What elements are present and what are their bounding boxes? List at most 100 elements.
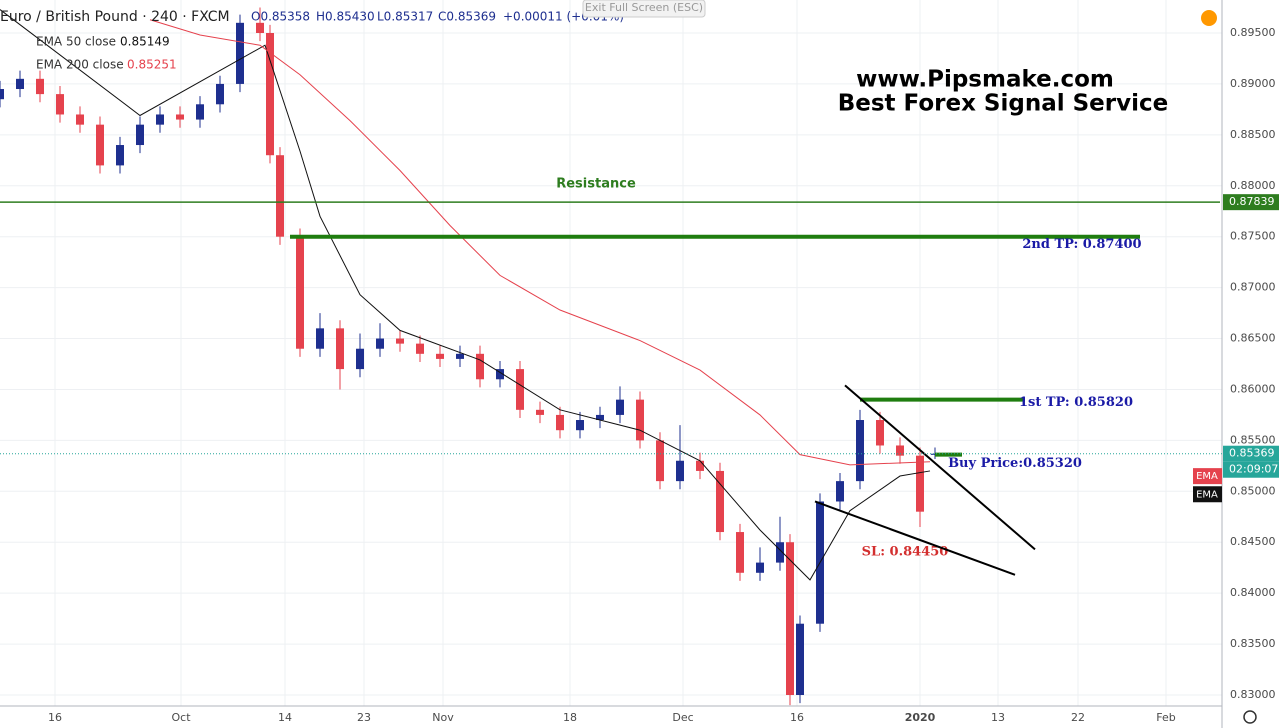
y-tick-label: 0.88000 <box>1230 179 1276 192</box>
candle-body <box>416 343 424 354</box>
indicator-value: 0.85149 <box>120 35 170 49</box>
settings-icon[interactable] <box>1243 710 1257 724</box>
x-tick-label: 14 <box>278 711 292 724</box>
candle-body <box>496 369 504 380</box>
candle-body <box>196 104 204 120</box>
y-tick-label: 0.86000 <box>1230 382 1276 395</box>
ema-line <box>0 9 931 581</box>
price-tag <box>1223 194 1279 211</box>
candle-body <box>786 542 794 696</box>
candle-body <box>796 623 804 696</box>
x-tick-label: Dec <box>672 711 693 724</box>
exit-fullscreen-button[interactable] <box>582 0 706 18</box>
y-tick-label: 0.89000 <box>1230 77 1276 90</box>
candle-body <box>856 420 864 482</box>
x-tick-label: 22 <box>1071 711 1085 724</box>
candle-body <box>916 455 924 512</box>
candle-body <box>16 78 24 90</box>
x-tick-label: Feb <box>1156 711 1175 724</box>
candle-body <box>556 414 564 431</box>
level-label: Resistance <box>556 177 636 192</box>
y-tick-label: 0.86500 <box>1230 332 1276 345</box>
y-tick-label: 0.88500 <box>1230 128 1276 141</box>
candle-body <box>896 445 904 456</box>
candle-body <box>636 399 644 441</box>
candle-body <box>876 420 884 446</box>
candle-body <box>96 124 104 166</box>
candle-body <box>116 145 124 166</box>
candle-body <box>156 114 164 125</box>
y-tick-label: 0.84500 <box>1230 535 1276 548</box>
candle-body <box>56 94 64 115</box>
indicator-value: 0.85251 <box>127 58 177 72</box>
level-label: Buy Price:0.85320 <box>948 456 1082 471</box>
candle-body <box>696 460 704 471</box>
watermark: www.Pipsmake.com <box>856 67 1114 93</box>
x-tick-label: 18 <box>563 711 577 724</box>
candle-body <box>656 440 664 482</box>
candle-body <box>36 78 44 95</box>
candle-body <box>396 338 404 344</box>
sl-label: SL: 0.84450 <box>862 545 949 560</box>
candle-body <box>756 562 764 573</box>
x-tick-label: Oct <box>171 711 191 724</box>
alert-icon[interactable] <box>1201 10 1217 26</box>
watermark: Best Forex Signal Service <box>838 91 1169 117</box>
candle-body <box>516 369 524 410</box>
ema-tag <box>1193 486 1222 503</box>
y-tick-label: 0.87500 <box>1230 230 1276 243</box>
x-tick-label: 23 <box>357 711 371 724</box>
candle-body <box>776 542 784 563</box>
y-tick-label: 0.87000 <box>1230 281 1276 294</box>
y-tick-label: 0.85000 <box>1230 484 1276 497</box>
ohlc-high: H0.85430 <box>316 10 375 24</box>
x-tick-label: 16 <box>790 711 804 724</box>
symbol: Euro / British Pound · 240 · FXCM <box>0 9 230 25</box>
y-tick-label: 0.89500 <box>1230 26 1276 39</box>
candle-body <box>236 22 244 84</box>
ema-tag-label: EMA <box>1196 471 1218 482</box>
candle-body <box>596 414 604 421</box>
candle-body <box>356 348 364 370</box>
candle-body <box>266 32 274 156</box>
candle-body <box>136 124 144 146</box>
ohlc-low: L0.85317 <box>377 10 433 24</box>
price-tag-label: 0.85369 <box>1229 447 1275 460</box>
y-tick-label: 0.84000 <box>1230 586 1276 599</box>
level-label: 1st TP: 0.85820 <box>1019 395 1133 410</box>
ema-line <box>149 19 931 466</box>
candle-body <box>256 22 264 33</box>
candle-body <box>176 114 184 120</box>
exit-fullscreen-label: Exit Full Screen (ESC) <box>585 1 703 14</box>
countdown-tag <box>1223 461 1279 478</box>
y-tick-label: 0.83000 <box>1230 688 1276 701</box>
candle-body <box>296 236 304 349</box>
trendline <box>814 500 1016 576</box>
price-tag <box>1223 445 1279 462</box>
candle-body <box>436 353 444 359</box>
candle-body <box>716 470 724 533</box>
candle-body <box>676 460 684 482</box>
candle-body <box>316 328 324 349</box>
y-tick-label: 0.85500 <box>1230 433 1276 446</box>
candle-body <box>216 83 224 105</box>
ema-tag-label: EMA <box>1196 489 1218 500</box>
candle-body <box>836 481 844 502</box>
candle-body <box>456 353 464 359</box>
y-tick-label: 0.83500 <box>1230 637 1276 650</box>
x-tick-label: 13 <box>991 711 1005 724</box>
indicator-name: EMA 50 close <box>36 35 116 49</box>
candle-body <box>476 353 484 380</box>
candle-body <box>0 89 4 100</box>
candle-body <box>576 420 584 431</box>
indicator-name: EMA 200 close <box>36 58 124 72</box>
countdown: 02:09:07 <box>1229 463 1278 476</box>
candle-body <box>616 399 624 415</box>
x-tick-label: 2020 <box>905 711 936 724</box>
candle-body <box>276 155 284 237</box>
x-tick-label: Nov <box>432 711 454 724</box>
x-tick-label: 16 <box>48 711 62 724</box>
candle-body <box>736 532 744 573</box>
candle-body <box>76 114 84 125</box>
